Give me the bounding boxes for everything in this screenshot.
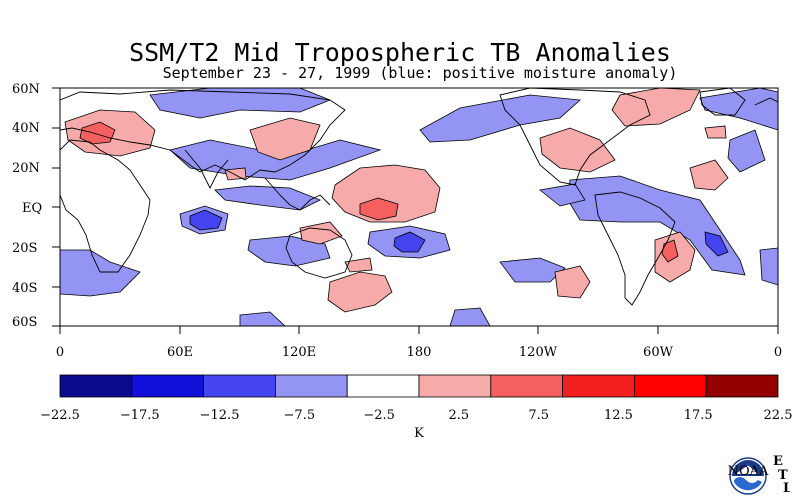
- blue-core-south-atlantic: [704, 231, 729, 257]
- lat-label-60n: 60N: [12, 82, 40, 97]
- red-core-middle-east: [79, 121, 116, 145]
- red-region-west-atlantic: [689, 159, 729, 191]
- coastline-greenland: [699, 88, 746, 116]
- red-region-small-1: [224, 167, 247, 181]
- coastline-south-america: [594, 191, 676, 306]
- lat-label-40s: 40S: [12, 281, 37, 296]
- lon-label-180: 180: [407, 345, 432, 360]
- colorbar-tick-label: −17.5: [120, 408, 160, 423]
- colorbar-tick-label: 12.5: [604, 408, 633, 423]
- lon-label-0-east: 0: [774, 345, 782, 360]
- latitude-ticks: [52, 87, 60, 327]
- logo-letter-l: L: [783, 481, 790, 496]
- lat-label-20n: 20N: [12, 161, 40, 176]
- coastlines: [60, 88, 778, 306]
- colorbar-swatch: [274, 374, 348, 398]
- coastline-north-america: [499, 88, 651, 186]
- logo-letter-e: E: [773, 454, 783, 469]
- red-region-south-pacific-south: [327, 271, 393, 313]
- blue-region-southern-ocean-2: [449, 307, 491, 326]
- logo-letter-t: T: [778, 468, 788, 483]
- lat-label-20s: 20S: [12, 241, 37, 256]
- blue-region-southern-ocean: [239, 311, 286, 326]
- blue-region-south-atlantic: [759, 247, 778, 286]
- red-region-small-2: [704, 125, 727, 139]
- coastline-europe-west: [754, 97, 778, 106]
- red-region-central-pacific: [331, 164, 441, 223]
- coastline-europe-asia: [60, 89, 346, 181]
- blue-region-north-pacific: [419, 94, 581, 143]
- lon-label-60w: 60W: [643, 345, 674, 360]
- red-core-south-america: [661, 239, 679, 263]
- blue-core-south-pacific: [393, 231, 426, 253]
- coastline-india: [184, 149, 229, 190]
- coastline-africa: [60, 139, 151, 273]
- lon-label-60e: 60E: [167, 345, 193, 360]
- colorbar-swatch: [705, 374, 779, 398]
- colorbar-tick-label: 7.5: [528, 408, 549, 423]
- colorbar-swatch: [418, 374, 492, 398]
- colorbar-tick-label: −2.5: [363, 408, 395, 423]
- coastline-australia: [285, 227, 353, 279]
- colorbar-tick-label: 22.5: [764, 408, 793, 423]
- lat-label-eq: EQ: [22, 201, 42, 216]
- blue-region-asia-band: [169, 139, 382, 181]
- anomaly-field: [60, 88, 778, 326]
- colorbar-tick-label: 17.5: [684, 408, 713, 423]
- blue-core-indian-ocean: [189, 209, 223, 231]
- colorbar: [59, 374, 779, 398]
- red-region-pacific-ne: [344, 257, 373, 273]
- colorbar-tick-label: −22.5: [40, 408, 80, 423]
- blue-region-nw-pacific: [149, 88, 332, 119]
- latitude-labels: 60N 40N 20N EQ 20S 40S 60S: [12, 82, 42, 330]
- blue-region-south-indian: [247, 235, 331, 267]
- longitude-labels: 0 60E 120E 180 120W 60W 0: [56, 345, 782, 360]
- blue-region-equatorial-atlantic: [567, 175, 746, 276]
- lon-label-120e: 120E: [282, 345, 316, 360]
- colorbar-unit-label: K: [414, 426, 424, 441]
- map-subtitle: September 23 - 27, 1999 (blue: positive …: [162, 64, 678, 82]
- colorbar-swatch: [59, 374, 133, 398]
- colorbar-tick-label: −12.5: [200, 408, 240, 423]
- longitude-ticks: [59, 326, 779, 334]
- colorbar-swatch: [203, 374, 276, 398]
- red-region-south-pacific-east: [554, 265, 591, 299]
- coastline-se-asia: [264, 177, 331, 211]
- colorbar-tick-label: 2.5: [449, 408, 470, 423]
- blue-region-asia-south: [214, 185, 321, 211]
- noaa-etl-logo: NOAA E T L: [728, 454, 790, 496]
- colorbar-swatch: [346, 374, 420, 398]
- blue-region-africa-east: [727, 129, 766, 173]
- lon-label-0: 0: [56, 345, 64, 360]
- red-core-central-pacific: [359, 197, 399, 221]
- lat-label-40n: 40N: [12, 121, 40, 136]
- colorbar-tick-label: −7.5: [284, 408, 316, 423]
- lat-label-60s: 60S: [12, 315, 37, 330]
- colorbar-swatch: [634, 374, 707, 398]
- colorbar-swatch: [490, 374, 563, 398]
- map-title: SSM/T2 Mid Tropospheric TB Anomalies: [129, 38, 671, 67]
- blue-region-east-pacific: [539, 183, 586, 207]
- colorbar-swatch: [131, 374, 205, 398]
- red-region-australia-east: [299, 221, 343, 245]
- colorbar-swatch: [562, 374, 635, 398]
- blue-region-indian-ocean: [60, 249, 141, 297]
- red-region-north-america: [539, 127, 616, 173]
- colorbar-tick-labels: −22.5 −17.5 −12.5 −7.5 −2.5 2.5 7.5 12.5 17.5 22.…: [40, 408, 792, 423]
- lon-label-120w: 120W: [519, 345, 558, 360]
- noaa-emblem-text: NOAA: [728, 464, 769, 479]
